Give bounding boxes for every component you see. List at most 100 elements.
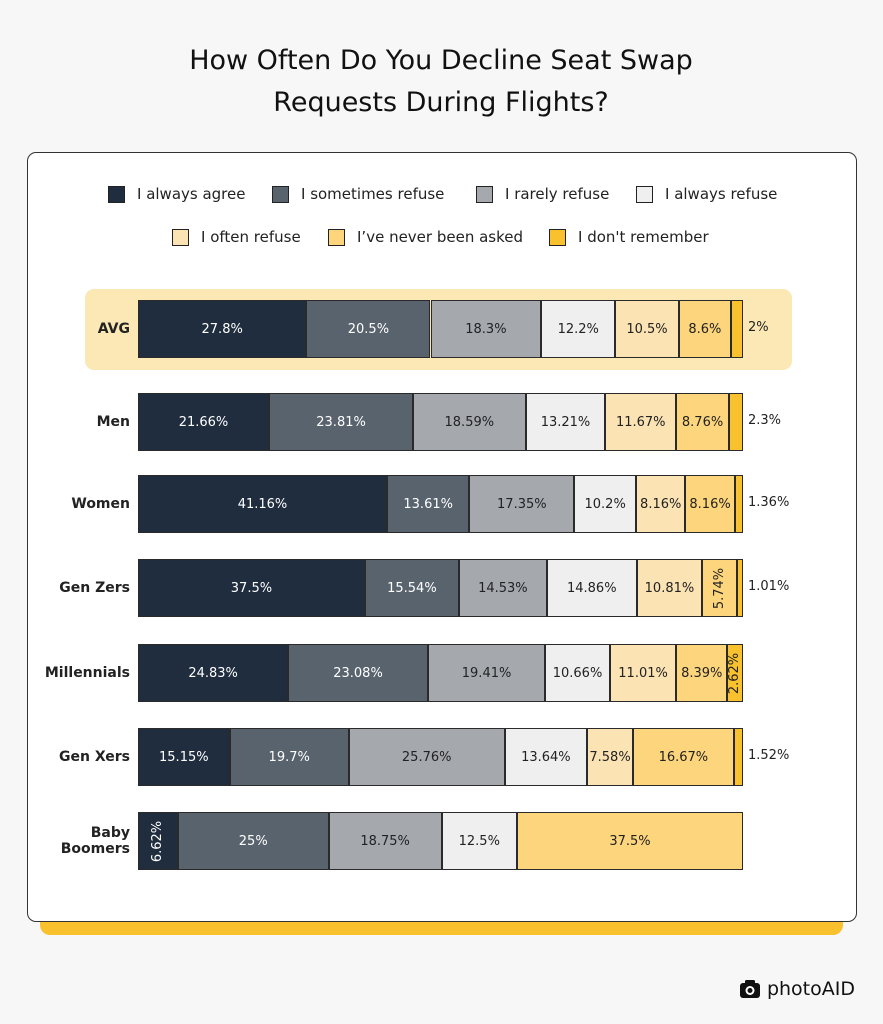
value-label: 25.76% [401,749,452,765]
value-label: 27.8% [201,321,243,337]
category-label: Gen Zers [59,580,130,596]
value-label: 14.86% [566,580,617,596]
value-label: 15.54% [387,580,437,596]
bar-segment [729,393,743,451]
bar-segment: 8.39% [676,644,728,702]
bar-segment: 41.16% [138,475,388,533]
bar-segment: 6.62% [138,812,178,870]
bar-segment: 23.08% [288,644,428,702]
value-label: 7.58% [589,749,631,765]
bar-segment: 23.81% [269,393,414,451]
value-label: 17.35% [497,496,547,512]
bar-segment: 18.75% [328,812,442,870]
bar-segment: 8.16% [636,475,686,533]
chart-title: How Often Do You Decline Seat Swap Reque… [189,45,693,118]
bar-segment: 25.76% [348,728,505,786]
bar-segment: 13.21% [525,393,606,451]
value-label: 23.81% [316,414,366,430]
bar-segment [730,300,743,358]
value-label: 14.53% [478,580,528,596]
value-label: 18.59% [444,414,495,430]
legend-label: I always agree [137,185,246,203]
value-label: 37.5% [609,833,651,849]
value-label: 13.61% [403,496,453,512]
value-label: 8.16% [689,496,731,512]
value-label: 23.08% [333,665,383,681]
category-label: Women [71,496,130,512]
value-label: 15.15% [159,749,209,765]
bar-segment: 10.5% [615,300,679,358]
value-label: 1.52% [748,748,790,763]
bar-segment: 21.66% [138,393,270,451]
bar-segment: 13.61% [387,475,470,533]
legend-label: I sometimes refuse [301,185,445,203]
value-label: 19.41% [461,665,512,681]
camera-icon [739,980,760,998]
bar-segment: 10.2% [574,475,637,533]
value-label: 8.39% [681,665,723,681]
value-label: 11.67% [615,414,666,430]
value-label: 8.6% [688,321,722,337]
bar-segment: 37.5% [516,812,743,870]
legend-item: I often refuse [172,228,301,246]
bar-segment: 37.5% [138,559,365,617]
bar-segment: 2.62% [727,644,743,702]
value-label: 6.62% [150,820,166,862]
bar-segment [733,728,743,786]
value-label: 41.16% [237,496,288,512]
bar-segment: 15.15% [138,728,230,786]
value-label: 20.5% [347,321,390,337]
bar-segment: 19.41% [427,644,546,702]
bar-segment: 10.66% [545,644,610,702]
bar-segment: 27.8% [138,300,307,358]
value-label: 10.81% [644,580,695,596]
value-label: 2.3% [748,413,782,428]
value-label: 2% [748,320,769,335]
bar-segment: 24.83% [138,644,289,702]
legend-swatch [476,185,493,203]
value-label: 1.01% [748,579,790,594]
legend-label: I don't remember [578,228,709,246]
value-label: 13.21% [540,414,591,430]
bar-segment: 8.6% [678,300,731,358]
legend-label: I often refuse [201,228,301,246]
legend-swatch [108,185,125,203]
bar-segment: 18.59% [413,393,526,451]
legend-item: I don't remember [549,228,709,246]
bar-segment: 20.5% [306,300,431,358]
legend-swatch [172,228,189,246]
legend-item: I sometimes refuse [272,185,444,203]
category-label: AVG [97,321,130,337]
value-label: 12.5% [458,833,500,849]
value-label: 10.66% [552,665,603,681]
bar-segment: 25% [177,812,329,870]
bar-segment: 12.2% [541,300,616,358]
bar-segment: 10.81% [636,559,703,617]
bar-segment [736,559,743,617]
value-label: 10.2% [584,496,626,512]
legend-swatch [549,228,566,246]
bar-segment: 13.64% [504,728,588,786]
bar-segment: 8.16% [685,475,735,533]
category-label: Men [96,414,130,430]
bar-segment: 14.86% [546,559,637,617]
value-label: 1.36% [748,495,790,510]
legend-item: I always refuse [636,185,777,203]
brand-text: photoAID [766,978,855,1000]
value-label: 19.7% [268,749,310,765]
value-label: 21.66% [178,414,229,430]
bar-segment: 16.67% [632,728,734,786]
value-label: 25% [238,833,268,849]
legend-swatch [272,185,289,203]
legend-item: I always agree [108,185,245,203]
category-label: Baby Boomers [60,825,130,857]
legend-swatch [636,185,653,203]
legend-item: I rarely refuse [476,185,609,203]
legend-swatch [328,228,345,246]
legend-label: I always refuse [665,185,778,203]
value-label: 24.83% [188,665,238,681]
value-label: 16.67% [658,749,709,765]
bar-segment: 19.7% [229,728,349,786]
value-label: 8.76% [681,414,724,430]
